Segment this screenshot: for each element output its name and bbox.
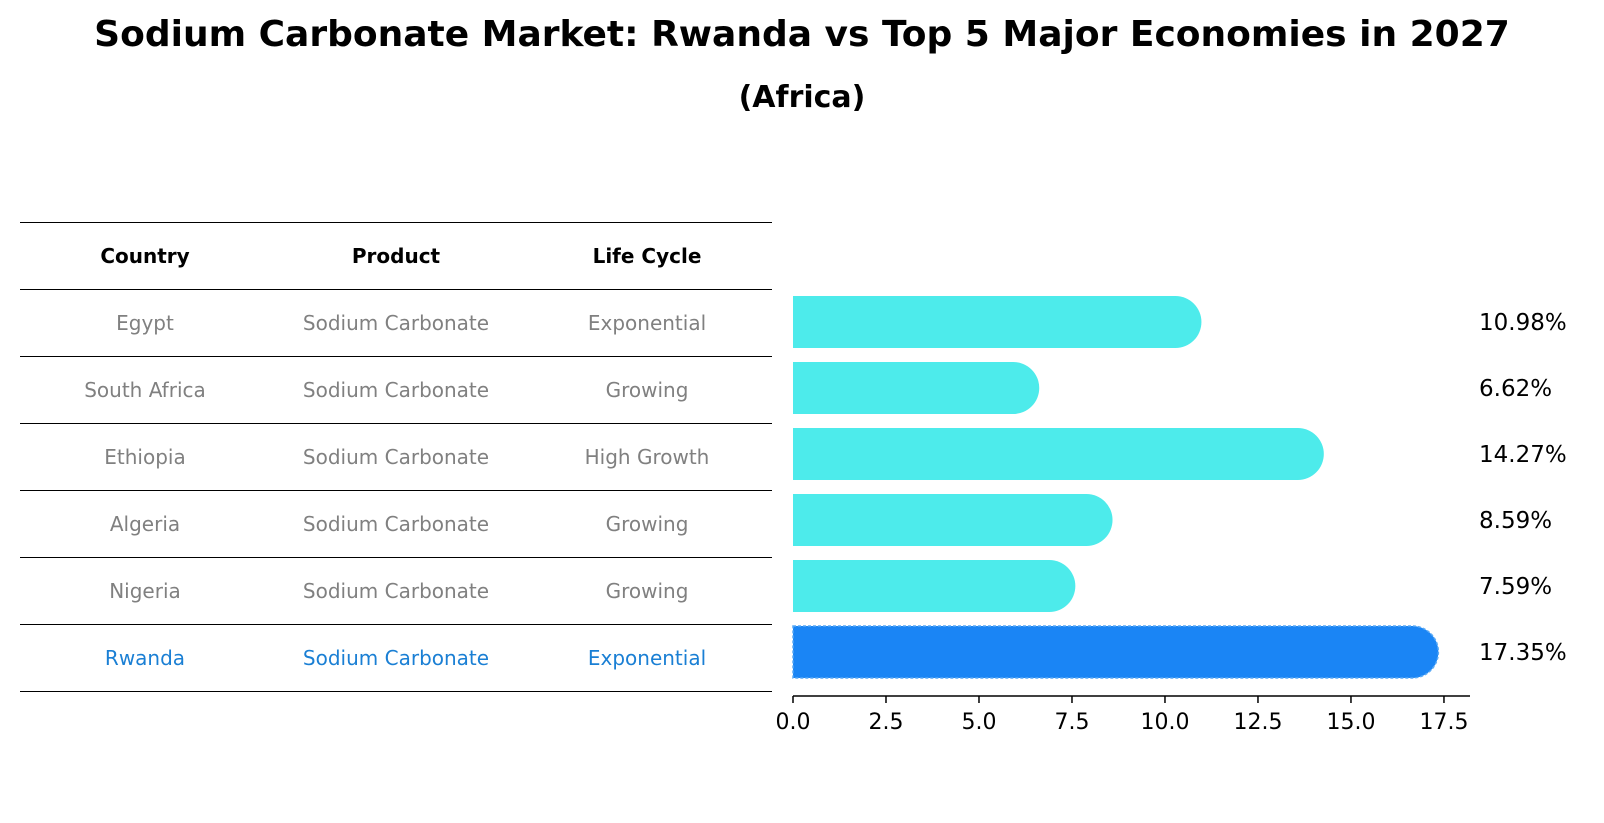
cell-country: Nigeria bbox=[109, 579, 181, 603]
table-row: South Africa Sodium Carbonate Growing bbox=[20, 356, 772, 423]
cell-product: Sodium Carbonate bbox=[302, 445, 490, 469]
x-tick-label: 10.0 bbox=[1140, 710, 1189, 735]
cell-country: Ethiopia bbox=[104, 445, 186, 469]
data-table: Country Product Life Cycle Egypt Sodium … bbox=[20, 222, 772, 692]
bar-value-label: 7.59% bbox=[1479, 574, 1552, 600]
x-tick-label: 5.0 bbox=[961, 710, 996, 735]
chart-title: Sodium Carbonate Market: Rwanda vs Top 5… bbox=[94, 14, 1510, 55]
cell-product: Sodium Carbonate bbox=[302, 512, 490, 536]
cell-life-cycle: Growing bbox=[605, 512, 689, 536]
cell-country: Egypt bbox=[116, 311, 174, 335]
table-row: Nigeria Sodium Carbonate Growing bbox=[20, 557, 772, 624]
cell-product: Sodium Carbonate bbox=[302, 579, 490, 603]
cell-life-cycle: Growing bbox=[605, 378, 689, 402]
table-row: Algeria Sodium Carbonate Growing bbox=[20, 490, 772, 557]
bar-ethiopia bbox=[793, 428, 1324, 480]
table-row-highlighted: Rwanda Sodium Carbonate Exponential bbox=[20, 624, 772, 692]
x-tick-label: 17.5 bbox=[1419, 710, 1468, 735]
table-row: Egypt Sodium Carbonate Exponential bbox=[20, 289, 772, 356]
cell-life-cycle: Exponential bbox=[587, 646, 707, 670]
cell-country: Rwanda bbox=[104, 646, 186, 670]
cell-product: Sodium Carbonate bbox=[302, 378, 490, 402]
bar-south-africa bbox=[793, 362, 1040, 414]
table-header-row: Country Product Life Cycle bbox=[20, 222, 772, 289]
bar-nigeria bbox=[793, 560, 1076, 612]
cell-product: Sodium Carbonate bbox=[302, 311, 490, 335]
x-tick-label: 7.5 bbox=[1054, 710, 1089, 735]
bar-value-label: 17.35% bbox=[1479, 640, 1567, 666]
bar-egypt bbox=[793, 296, 1202, 348]
cell-country: South Africa bbox=[84, 378, 206, 402]
x-tick-label: 15.0 bbox=[1326, 710, 1375, 735]
x-tick-label: 12.5 bbox=[1233, 710, 1282, 735]
bar-value-label: 8.59% bbox=[1479, 508, 1552, 534]
header-country: Country bbox=[100, 244, 190, 268]
x-tick-label: 2.5 bbox=[868, 710, 903, 735]
table-row: Ethiopia Sodium Carbonate High Growth bbox=[20, 423, 772, 490]
cell-life-cycle: Growing bbox=[605, 579, 689, 603]
header-life-cycle: Life Cycle bbox=[592, 244, 702, 268]
bar-value-label: 14.27% bbox=[1479, 442, 1567, 468]
header-product: Product bbox=[351, 244, 441, 268]
bar-rwanda bbox=[792, 625, 1440, 679]
cell-country: Algeria bbox=[109, 512, 181, 536]
bar-algeria bbox=[793, 494, 1113, 546]
bar-value-label: 10.98% bbox=[1479, 310, 1567, 336]
chart-subtitle: (Africa) bbox=[738, 80, 866, 115]
cell-life-cycle: High Growth bbox=[584, 445, 710, 469]
bar-value-label: 6.62% bbox=[1479, 376, 1552, 402]
x-tick-label: 0.0 bbox=[776, 710, 811, 735]
cell-product: Sodium Carbonate bbox=[302, 646, 490, 670]
cell-life-cycle: Exponential bbox=[587, 311, 707, 335]
